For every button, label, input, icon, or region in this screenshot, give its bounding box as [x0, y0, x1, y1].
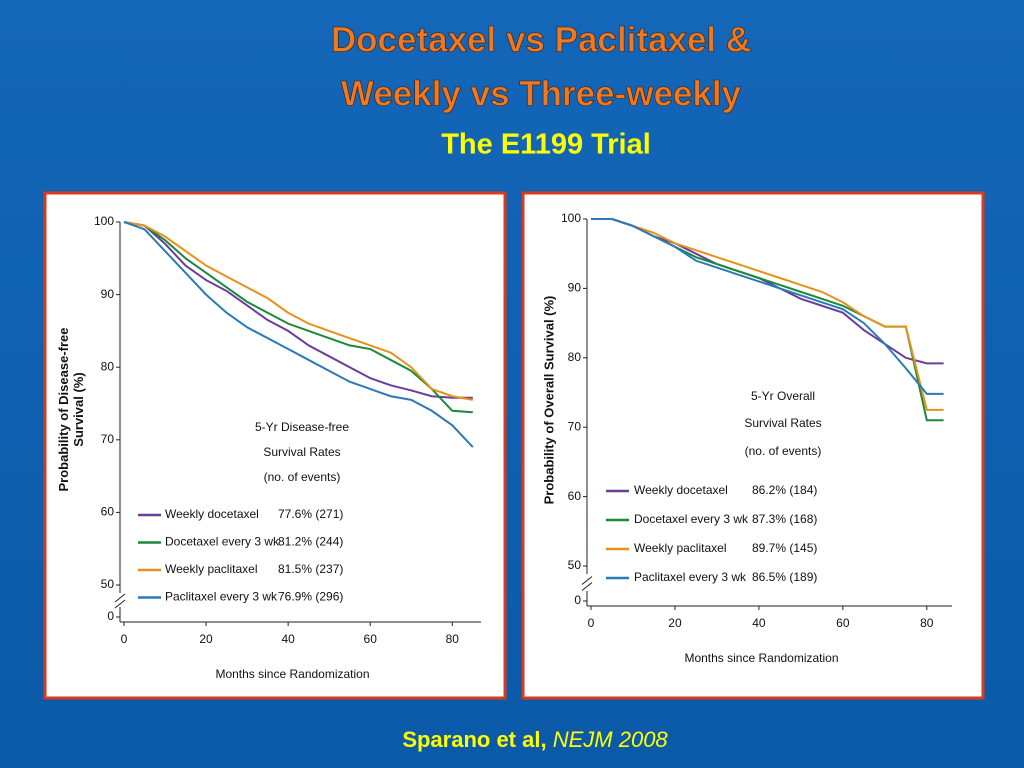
x-tick-label: 0 — [121, 632, 128, 646]
legend-title: 5-Yr Disease-free — [255, 420, 349, 434]
y-tick-label: 0 — [574, 593, 581, 607]
legend-label: Docetaxel every 3 wk — [634, 512, 749, 526]
survival-curve — [123, 221, 473, 414]
y-tick-label: 0 — [107, 609, 114, 623]
y-tick-label: 100 — [94, 214, 114, 228]
survival-curve — [123, 221, 474, 448]
y-tick-label: 80 — [101, 359, 115, 373]
legend-label: Docetaxel every 3 wk — [165, 535, 280, 549]
chart-panel — [521, 191, 985, 700]
x-tick-label: 20 — [199, 632, 213, 646]
x-tick-label: 40 — [752, 616, 766, 630]
legend-summary: 81.2% (244) — [278, 535, 343, 549]
legend-summary: 86.5% (189) — [752, 570, 817, 584]
legend-summary: 87.3% (168) — [752, 512, 817, 526]
y-tick-label: 100 — [561, 211, 581, 225]
axis-break — [581, 582, 593, 591]
axis-break — [581, 576, 593, 585]
legend-title: Survival Rates — [744, 416, 821, 430]
subtitle: The E1199 Trial — [441, 129, 651, 161]
survival-curve — [591, 218, 944, 411]
legend-title: (no. of events) — [745, 444, 822, 458]
legend-summary: 86.2% (184) — [752, 483, 817, 497]
x-tick-label: 40 — [281, 632, 295, 646]
y-tick-label: 90 — [568, 281, 582, 295]
chart-panel — [43, 191, 507, 700]
y-tick-label: 50 — [568, 558, 582, 572]
legend-summary: 81.5% (237) — [278, 562, 343, 576]
legend-label: Paclitaxel every 3 wk — [634, 570, 747, 584]
x-tick-label: 60 — [836, 616, 850, 630]
legend-label: Paclitaxel every 3 wk — [165, 590, 278, 604]
legend-label: Weekly docetaxel — [165, 507, 259, 521]
axis-break — [114, 593, 126, 603]
x-tick-label: 20 — [668, 616, 682, 630]
legend-title: (no. of events) — [264, 470, 341, 484]
y-tick-label: 70 — [101, 432, 115, 446]
y-tick-label: 90 — [101, 287, 115, 301]
x-axis-label: Months since Randomization — [215, 667, 369, 681]
citation-authors: Sparano et al, — [402, 727, 546, 752]
legend-summary: 76.9% (296) — [278, 590, 343, 604]
y-tick-label: 80 — [568, 350, 582, 364]
x-axis-label: Months since Randomization — [684, 651, 838, 665]
legend-label: Weekly paclitaxel — [165, 562, 257, 576]
y-tick-label: 60 — [568, 489, 582, 503]
survival-curve — [591, 218, 944, 395]
y-tick-label: 50 — [101, 577, 115, 591]
title-line: Weekly vs Three-weekly — [341, 74, 742, 113]
y-tick-label: 70 — [568, 419, 582, 433]
y-axis-label: Survival (%) — [71, 372, 86, 446]
y-tick-label: 60 — [101, 505, 115, 519]
y-axis-label: Probability of Overall Survival (%) — [541, 296, 556, 505]
legend-summary: 89.7% (145) — [752, 541, 817, 555]
legend-title: Survival Rates — [263, 445, 340, 459]
legend-title: 5-Yr Overall — [751, 389, 815, 403]
legend-label: Weekly paclitaxel — [634, 541, 726, 555]
x-tick-label: 0 — [588, 616, 595, 630]
x-tick-label: 80 — [446, 632, 460, 646]
y-axis-label: Probability of Disease-free — [56, 328, 71, 492]
axis-break — [114, 599, 126, 609]
citation: Sparano et al, NEJM 2008 — [402, 727, 668, 752]
legend-label: Weekly docetaxel — [634, 483, 728, 497]
legend-summary: 77.6% (271) — [278, 507, 343, 521]
title-line: Docetaxel vs Paclitaxel & — [331, 20, 751, 59]
x-tick-label: 60 — [364, 632, 378, 646]
x-tick-label: 80 — [920, 616, 934, 630]
survival-curve — [123, 221, 473, 401]
survival-curve — [123, 221, 473, 399]
citation-journal: NEJM 2008 — [553, 727, 669, 752]
